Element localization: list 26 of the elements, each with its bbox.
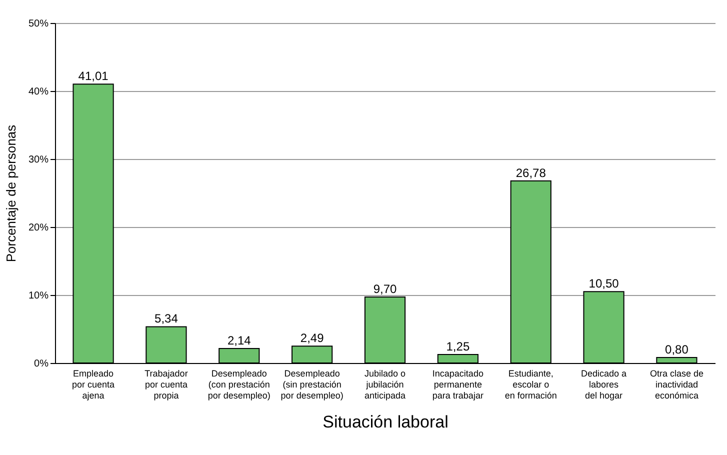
data-label: 41,01 bbox=[78, 69, 109, 84]
x-tick-label: Otra clase de inactividad económica bbox=[650, 368, 704, 400]
data-label: 1,25 bbox=[446, 340, 470, 354]
y-tick-label: 30% bbox=[28, 154, 49, 166]
y-axis-title: Porcentaje de personas bbox=[3, 124, 18, 262]
y-tick-label: 40% bbox=[28, 86, 49, 98]
x-tick-label: Dedicado a labores del hogar bbox=[581, 368, 627, 400]
y-tick-label: 10% bbox=[28, 290, 49, 302]
y-tick-label: 50% bbox=[28, 18, 49, 30]
data-label: 26,78 bbox=[516, 166, 546, 180]
x-tick-label: Desempleado (con prestación por desempleo) bbox=[208, 368, 270, 400]
x-tick-label: Estudiante, escolar o en formación bbox=[504, 368, 557, 400]
x-tick-label: Desempleado (sin prestación por desempleo) bbox=[280, 368, 344, 400]
y-tick-label: 0% bbox=[34, 358, 49, 370]
data-label: 2,49 bbox=[300, 331, 324, 346]
x-tick-label: Incapacitado permanente para trabajar bbox=[432, 368, 484, 400]
x-tick-label: Trabajador por cuenta propia bbox=[144, 368, 188, 400]
data-label: 9,70 bbox=[373, 282, 397, 296]
data-label: 5,34 bbox=[154, 312, 178, 326]
y-tick-label: 20% bbox=[28, 222, 49, 234]
x-axis-title: Situación laboral bbox=[322, 412, 448, 432]
x-tick-label: Empleado por cuenta ajena bbox=[72, 368, 115, 400]
data-label: 0,80 bbox=[665, 342, 689, 357]
data-label: 10,50 bbox=[588, 276, 620, 291]
data-label: 2,14 bbox=[227, 333, 252, 348]
x-tick-label: Jubilado o jubilación anticipada bbox=[364, 368, 406, 400]
